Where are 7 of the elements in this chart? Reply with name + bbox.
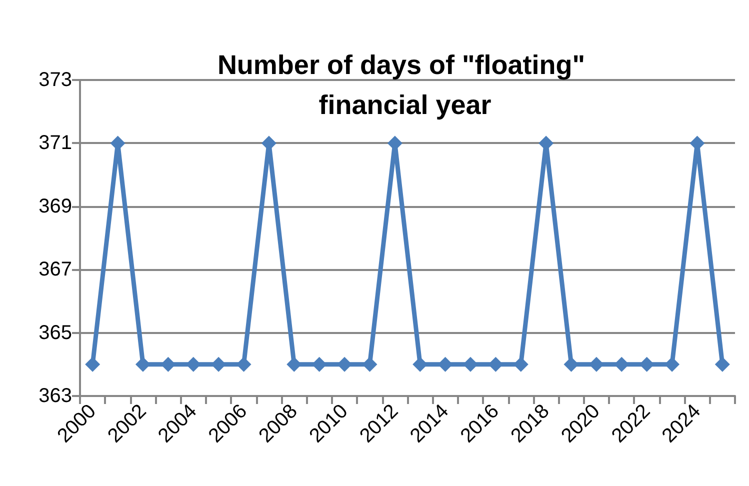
y-tick-label: 369 [38, 195, 72, 218]
y-tick-label: 363 [38, 385, 72, 407]
y-tick-label: 367 [38, 258, 72, 281]
y-tick-label: 373 [38, 69, 72, 91]
chart-title: Number of days of "floating" financial year [217, 50, 593, 120]
y-tick-label: 371 [38, 132, 72, 154]
y-tick-label: 365 [38, 322, 72, 344]
